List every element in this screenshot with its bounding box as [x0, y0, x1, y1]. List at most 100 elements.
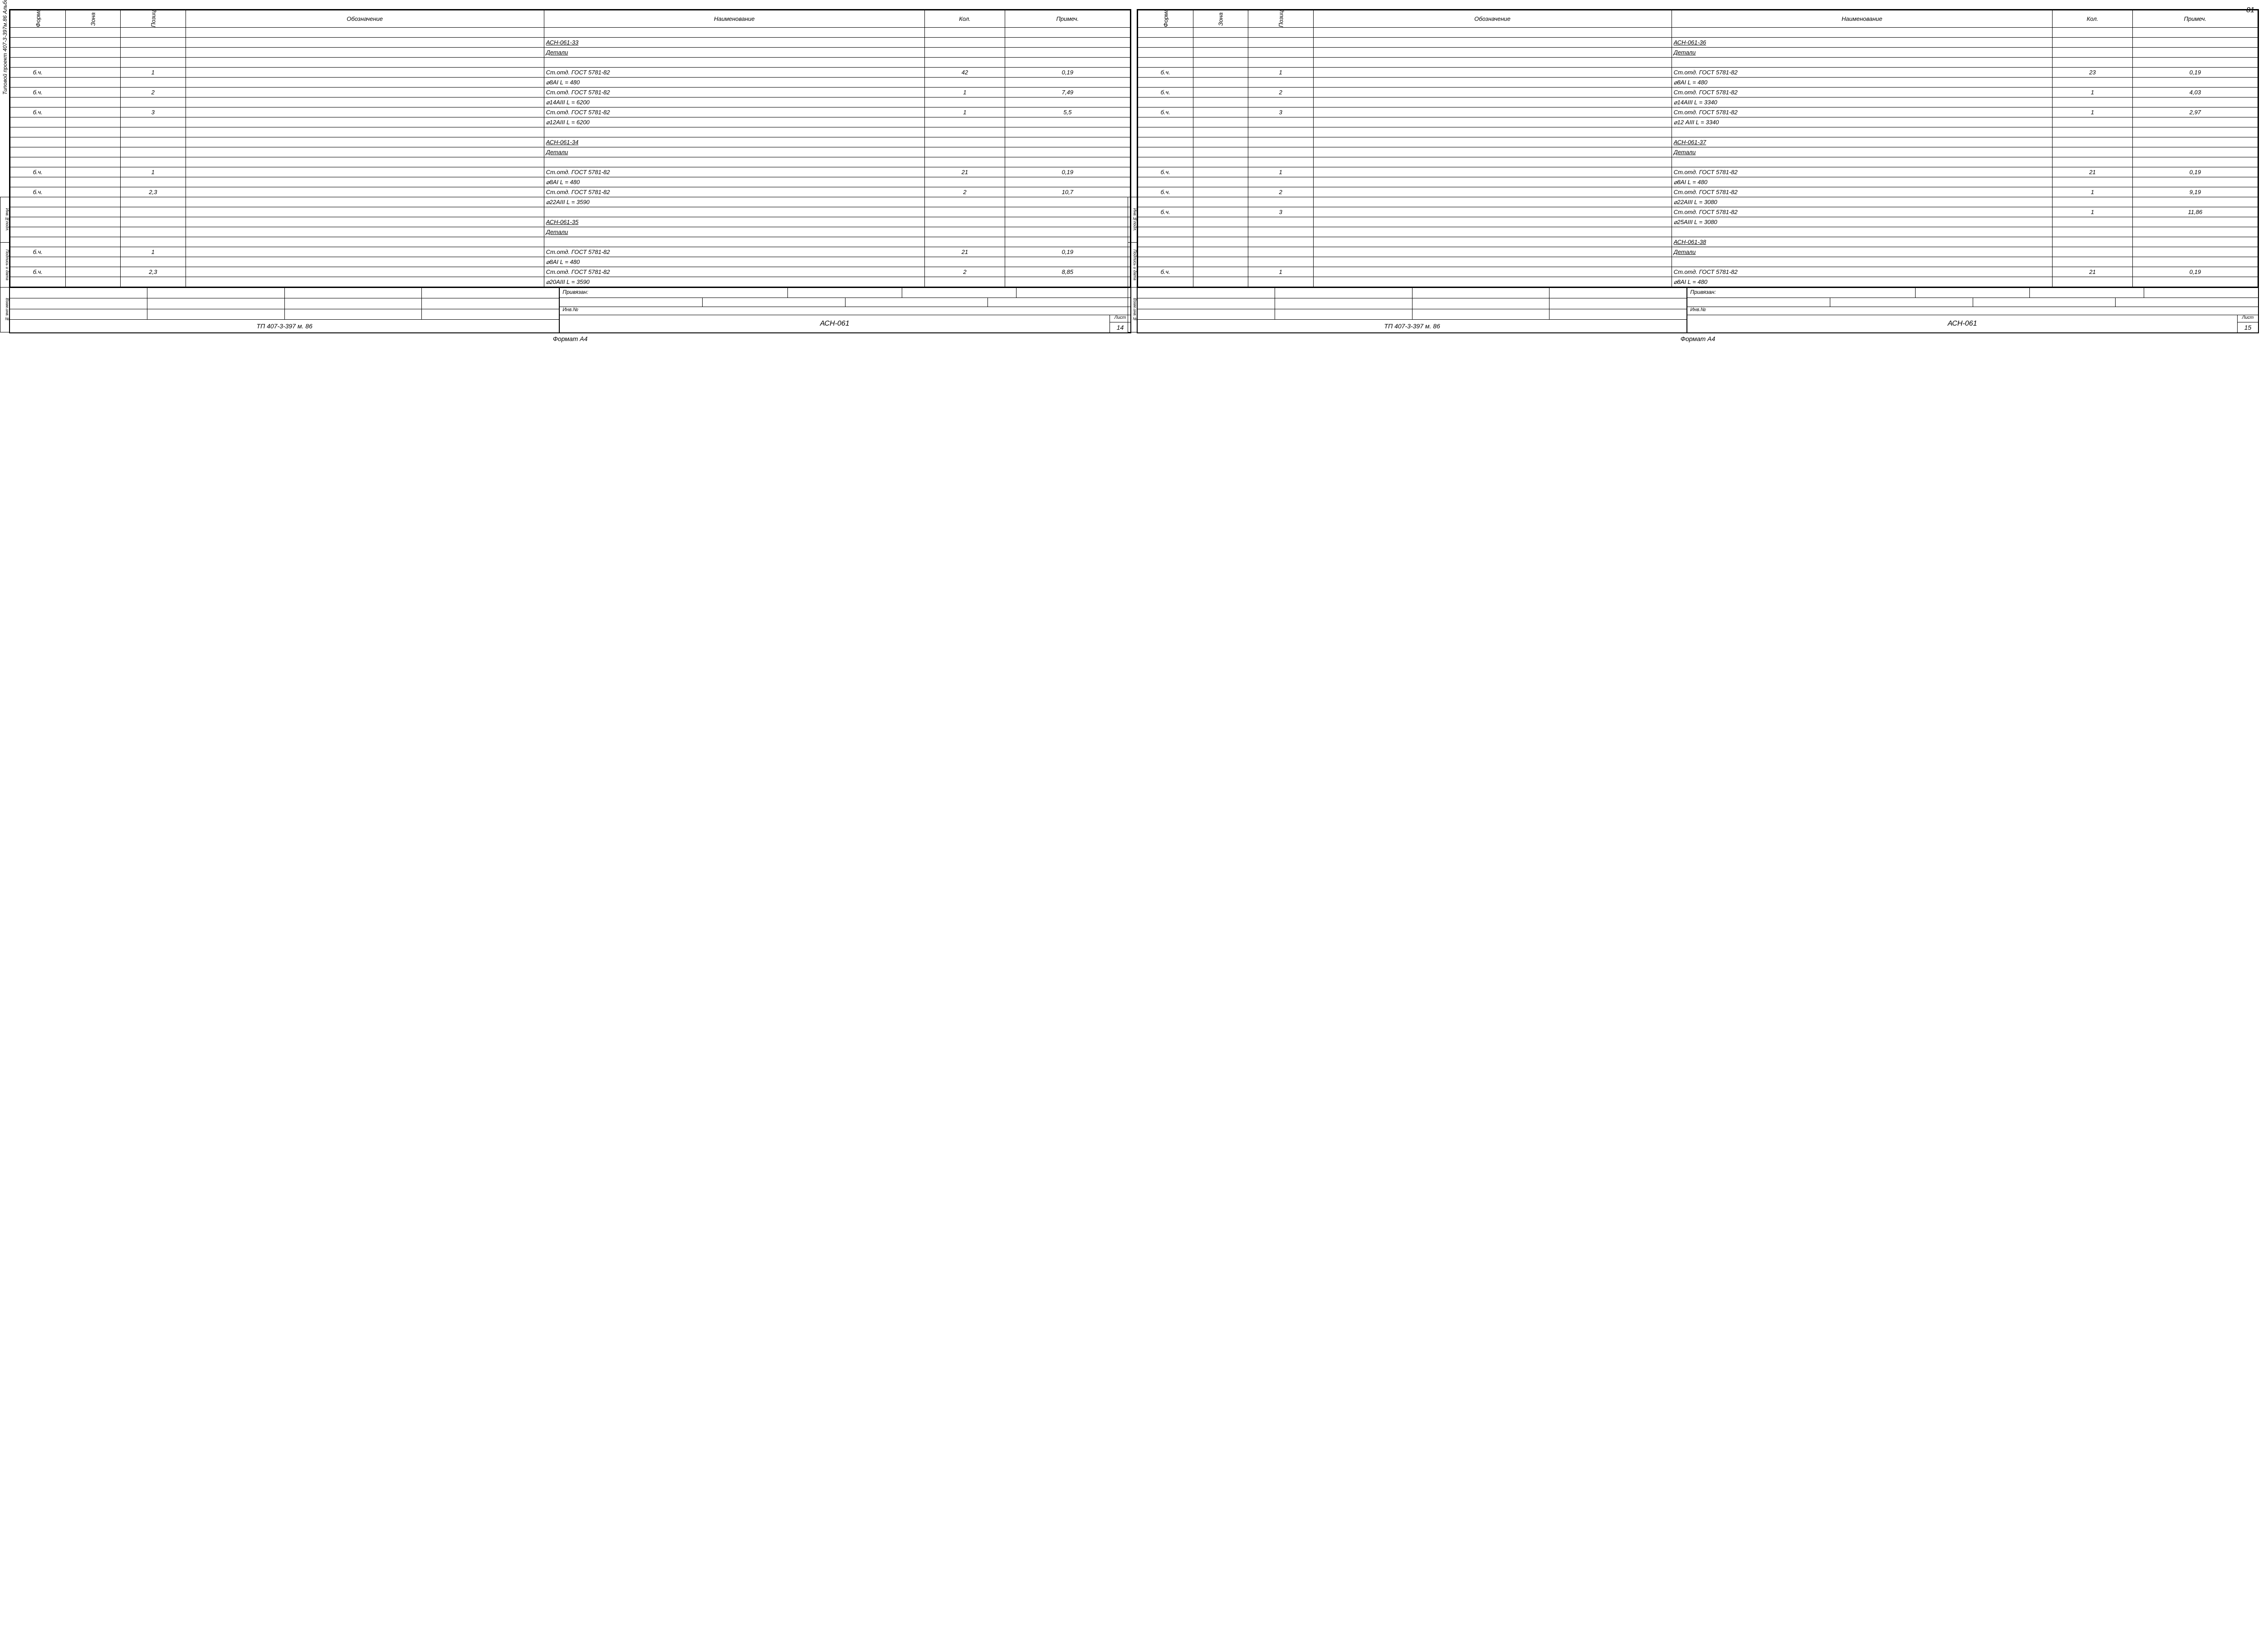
cell: [544, 58, 924, 68]
cell: [186, 38, 544, 48]
cell: ⌀12 АIII L = 3340: [1672, 117, 2052, 127]
cell: б.ч.: [1138, 187, 1193, 197]
cell: [1138, 177, 1193, 187]
cell: [544, 207, 924, 217]
table-row: б.ч.1Ст.отд. ГОСТ 5781-82210,19: [10, 167, 1130, 177]
spec-table: ФорматЗонаПозицияОбозначениеНаименование…: [1138, 10, 2258, 287]
cell: [1138, 117, 1193, 127]
cell: [1313, 147, 1672, 157]
cell: б.ч.: [1138, 207, 1193, 217]
cell: [1193, 68, 1248, 78]
table-row: Детали: [1138, 48, 2258, 58]
cell: [1248, 127, 1314, 137]
cell: ⌀12АIII L = 6200: [544, 117, 924, 127]
cell: [925, 117, 1005, 127]
cell: [121, 177, 186, 187]
cell: [1005, 127, 1130, 137]
cell: [1248, 28, 1314, 38]
sheet-number: 15: [2238, 322, 2258, 332]
table-row: ⌀8АI L = 480: [1138, 177, 2258, 187]
cell: [186, 127, 544, 137]
cell: [1248, 237, 1314, 247]
cell: Ст.отд. ГОСТ 5781-82: [1672, 167, 2052, 177]
cell: [1248, 217, 1314, 227]
cell: 1: [2053, 187, 2133, 197]
cell: [925, 177, 1005, 187]
cell: [1193, 98, 1248, 107]
cell: б.ч.: [10, 68, 66, 78]
cell: 1: [925, 107, 1005, 117]
cell: ⌀22АIII L = 3590: [544, 197, 924, 207]
col-header-name: Наименование: [1672, 10, 2052, 28]
cell: Ст.отд. ГОСТ 5781-82: [544, 247, 924, 257]
cell: [65, 48, 121, 58]
cell: [2132, 127, 2258, 137]
cell: [1005, 157, 1130, 167]
cell: [10, 217, 66, 227]
cell: [65, 58, 121, 68]
table-row: [10, 207, 1130, 217]
cell: [2132, 237, 2258, 247]
cell: АСН-061-37: [1672, 137, 2052, 147]
cell: Ст.отд. ГОСТ 5781-82: [1672, 107, 2052, 117]
table-row: б.ч.2,3Ст.отд. ГОСТ 5781-82210,7: [10, 187, 1130, 197]
cell: [65, 137, 121, 147]
cell: [1005, 207, 1130, 217]
cell: [544, 157, 924, 167]
cell: [1193, 277, 1248, 287]
cell: [10, 28, 66, 38]
col-header-designation: Обозначение: [186, 10, 544, 28]
cell: [1005, 197, 1130, 207]
cell: 2: [925, 187, 1005, 197]
cell: [1672, 157, 2052, 167]
cell: [2132, 247, 2258, 257]
cell: [1672, 28, 2052, 38]
cell: б.ч.: [10, 247, 66, 257]
cell: б.ч.: [1138, 107, 1193, 117]
cell: [121, 28, 186, 38]
table-row: [1138, 127, 2258, 137]
col-header-designation: Обозначение: [1313, 10, 1672, 28]
cell: [2132, 217, 2258, 227]
cell: Детали: [1672, 147, 2052, 157]
cell: АСН-061-34: [544, 137, 924, 147]
cell: [1193, 207, 1248, 217]
cell: [1193, 117, 1248, 127]
cell: [2053, 147, 2133, 157]
cell: 2: [1248, 187, 1314, 197]
cell: [1138, 58, 1193, 68]
cell: 5,5: [1005, 107, 1130, 117]
spec-sheet: Типовой проект 407-3-397м.86 Альбом IV №…: [9, 9, 1131, 333]
cell: ⌀20АIII L = 3590: [544, 277, 924, 287]
table-row: Детали: [10, 147, 1130, 157]
cell: [1005, 58, 1130, 68]
cell: [1248, 137, 1314, 147]
cell: 0,19: [1005, 167, 1130, 177]
cell: [1313, 187, 1672, 197]
col-header-qty: Кол.: [925, 10, 1005, 28]
cell: [1138, 127, 1193, 137]
cell: Ст.отд. ГОСТ 5781-82: [1672, 187, 2052, 197]
cell: [2053, 157, 2133, 167]
cell: [1005, 237, 1130, 247]
cell: [186, 48, 544, 58]
cell: [121, 48, 186, 58]
cell: АСН-061-38: [1672, 237, 2052, 247]
cell: [1138, 237, 1193, 247]
cell: [1313, 38, 1672, 48]
col-header-name: Наименование: [544, 10, 924, 28]
cell: [1248, 38, 1314, 48]
spec-table: ФорматЗонаПозицияОбозначениеНаименование…: [10, 10, 1130, 287]
cell: [186, 28, 544, 38]
cell: [925, 217, 1005, 227]
table-row: б.ч.1Ст.отд. ГОСТ 5781-82230,19: [1138, 68, 2258, 78]
table-row: АСН-061-34: [10, 137, 1130, 147]
cell: [1248, 227, 1314, 237]
table-row: б.ч.3Ст.отд. ГОСТ 5781-82111,86: [1138, 207, 2258, 217]
inv-number-label: Инв.№: [1687, 307, 2258, 315]
cell: [1193, 237, 1248, 247]
cell: [1248, 48, 1314, 58]
cell: [1138, 277, 1193, 287]
cell: [121, 257, 186, 267]
cell: [1672, 257, 2052, 267]
